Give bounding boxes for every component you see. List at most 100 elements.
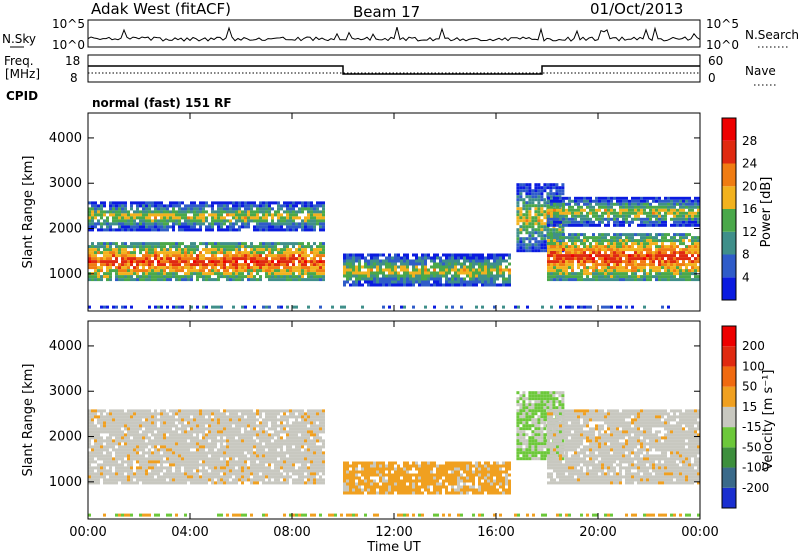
echo-cell [130,412,133,416]
echo-cell [178,245,181,249]
echo-cell [487,271,490,275]
echo-cell [643,263,646,267]
echo-cell [235,216,238,220]
echo-cell [130,430,133,434]
echo-cell [625,248,628,252]
echo-cell [226,454,229,458]
echo-cell [586,214,589,218]
echo-cell [166,266,169,270]
echo-cell [628,257,631,261]
echo-cell [667,211,670,215]
echo-cell [94,272,97,276]
echo-cell [592,236,595,240]
echo-cell [196,451,199,455]
echo-cell [679,202,682,206]
echo-cell [543,198,547,202]
echo-cell [247,409,250,413]
echo-cell [130,254,133,258]
echo-cell [148,415,151,419]
echo-cell [433,305,436,309]
echo-cell [688,239,691,243]
echo-cell [247,225,250,229]
echo-cell [124,278,127,282]
echo-cell [253,266,256,270]
echo-cell [487,268,490,272]
echo-cell [253,278,256,282]
echo-cell [679,275,682,279]
echo-cell [127,424,130,428]
echo-cell [559,202,562,206]
echo-cell [289,222,292,226]
echo-cell [163,442,166,446]
echo-cell [691,272,694,276]
echo-cell [427,283,430,287]
echo-cell [220,475,223,479]
echo-cell [181,448,184,452]
echo-cell [91,242,94,246]
echo-cell [247,475,250,479]
echo-cell [244,460,247,464]
echo-cell [379,253,382,257]
echo-cell [469,274,472,278]
echo-cell [124,451,127,455]
echo-cell [676,214,679,218]
echo-cell [238,415,241,419]
echo-cell [232,421,235,425]
echo-cell [346,277,349,281]
echo-cell [565,214,568,218]
echo-cell [406,262,409,266]
echo-cell [220,415,223,419]
echo-cell [646,245,649,249]
echo-cell [613,202,616,206]
echo-cell [118,436,121,440]
echo-cell [547,248,550,252]
echo-cell [640,223,643,227]
echo-cell [100,207,103,211]
echo-cell [583,278,586,282]
echo-cell [673,242,676,246]
echo-cell [157,245,160,249]
echo-cell [568,251,571,255]
echo-cell [190,210,193,214]
echo-cell [190,272,193,276]
echo-cell [91,454,94,458]
echo-cell [571,242,574,246]
echo-cell [184,254,187,258]
echo-cell [634,251,637,255]
echo-cell [112,442,115,446]
echo-cell [112,222,115,226]
echo-cell [298,269,301,273]
echo-cell [349,265,352,269]
echo-cell [616,233,619,237]
echo-cell [454,271,457,275]
echo-cell [583,214,586,218]
echo-cell [547,239,550,243]
echo-cell [685,248,688,252]
echo-cell [91,412,94,416]
echo-cell [169,210,172,214]
echo-cell [94,460,97,464]
echo-cell [121,213,124,217]
echo-cell [181,481,184,485]
echo-cell [397,253,400,257]
echo-cell [580,199,583,203]
echo-cell [220,442,223,446]
echo-cell [145,216,148,220]
echo-cell [232,460,235,464]
echo-cell [172,421,175,425]
echo-cell [691,205,694,209]
echo-cell [550,278,553,282]
echo-cell [133,409,136,413]
echo-cell [121,451,124,455]
echo-cell [97,248,100,252]
echo-cell [421,277,424,281]
echo-cell [217,275,220,279]
frequency-trace [88,65,700,75]
echo-cell [178,260,181,264]
echo-cell [394,274,397,278]
echo-cell [556,205,559,209]
echo-cell [637,205,640,209]
echo-cell [553,242,556,246]
echo-cell [496,274,499,278]
echo-cell [259,254,262,258]
